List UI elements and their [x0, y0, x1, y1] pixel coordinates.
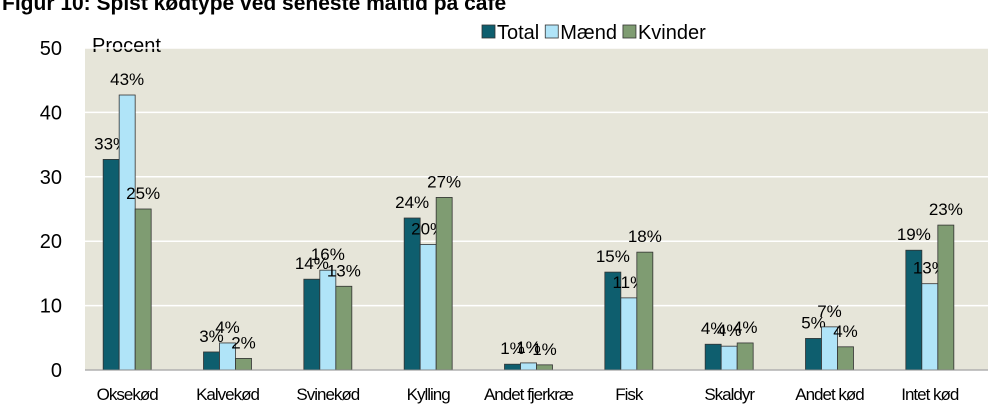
- y-axis-label: Procent: [92, 35, 161, 57]
- value-label: 27%: [427, 172, 461, 191]
- legend-swatch: [544, 24, 559, 39]
- y-tick-label: 10: [40, 296, 62, 318]
- value-label: 13%: [327, 261, 361, 280]
- y-tick-label: 50: [40, 38, 62, 60]
- value-label: 19%: [897, 225, 931, 244]
- legend-label: Mænd: [560, 22, 617, 44]
- bar: [620, 297, 638, 371]
- value-label: 23%: [929, 200, 963, 219]
- y-tick-label: 40: [40, 102, 62, 124]
- bar: [937, 224, 955, 371]
- value-label: 4%: [833, 322, 858, 341]
- plot-background: [85, 48, 988, 370]
- bar: [134, 208, 152, 371]
- bar: [736, 342, 754, 371]
- legend-swatch: [481, 24, 496, 39]
- bar: [419, 244, 437, 371]
- x-tick-label: Fisk: [615, 385, 644, 404]
- legend-label: Kvinder: [638, 22, 706, 44]
- bar: [203, 351, 220, 371]
- value-label: 2%: [231, 333, 256, 352]
- bar: [536, 364, 553, 371]
- bar: [837, 346, 854, 371]
- legend-label: Total: [497, 22, 539, 44]
- bar: [704, 343, 722, 371]
- value-label: 1%: [500, 339, 525, 358]
- bar: [435, 197, 453, 371]
- bar: [504, 363, 521, 371]
- bar: [102, 159, 120, 371]
- value-label: 14%: [295, 254, 329, 273]
- x-tick-label: Intet kød: [901, 385, 959, 404]
- bar: [403, 217, 421, 371]
- bar: [520, 362, 537, 371]
- bar: [636, 251, 654, 371]
- value-label: 4%: [717, 321, 742, 340]
- bar: [235, 358, 252, 371]
- x-tick-label: Svinekød: [296, 385, 359, 404]
- legend-swatch: [622, 24, 637, 39]
- value-label: 3%: [199, 327, 224, 346]
- y-tick-label: 30: [40, 167, 62, 189]
- bar: [921, 283, 939, 371]
- chart-title: Figur 10: Spist kødtype ved seneste målt…: [2, 0, 506, 15]
- value-label: 4%: [733, 318, 758, 337]
- value-label: 1%: [532, 340, 557, 359]
- bar: [118, 94, 136, 371]
- value-label: 16%: [311, 245, 345, 264]
- bar: [805, 338, 822, 371]
- x-tick-label: Kylling: [407, 385, 451, 404]
- bar: [720, 345, 738, 371]
- value-label: 18%: [628, 227, 662, 246]
- value-label: 5%: [801, 313, 826, 332]
- bar: [319, 269, 337, 371]
- value-label: 7%: [817, 302, 842, 321]
- value-label: 4%: [215, 318, 240, 337]
- x-tick-label: Oksekød: [97, 385, 159, 404]
- x-tick-label: Andet fjerkræ: [484, 385, 574, 404]
- value-label: 43%: [110, 70, 144, 89]
- value-label: 15%: [596, 247, 630, 266]
- x-tick-label: Kalvekød: [196, 385, 259, 404]
- y-tick-label: 20: [40, 231, 62, 253]
- value-label: 1%: [516, 338, 541, 357]
- value-label: 25%: [126, 184, 160, 203]
- y-tick-label: 0: [51, 360, 62, 382]
- x-tick-label: Andet kød: [795, 385, 864, 404]
- value-label: 24%: [395, 193, 429, 212]
- value-label: 4%: [701, 319, 726, 338]
- x-tick-label: Skaldyr: [704, 385, 755, 404]
- bar: [303, 278, 321, 371]
- bar: [335, 285, 353, 371]
